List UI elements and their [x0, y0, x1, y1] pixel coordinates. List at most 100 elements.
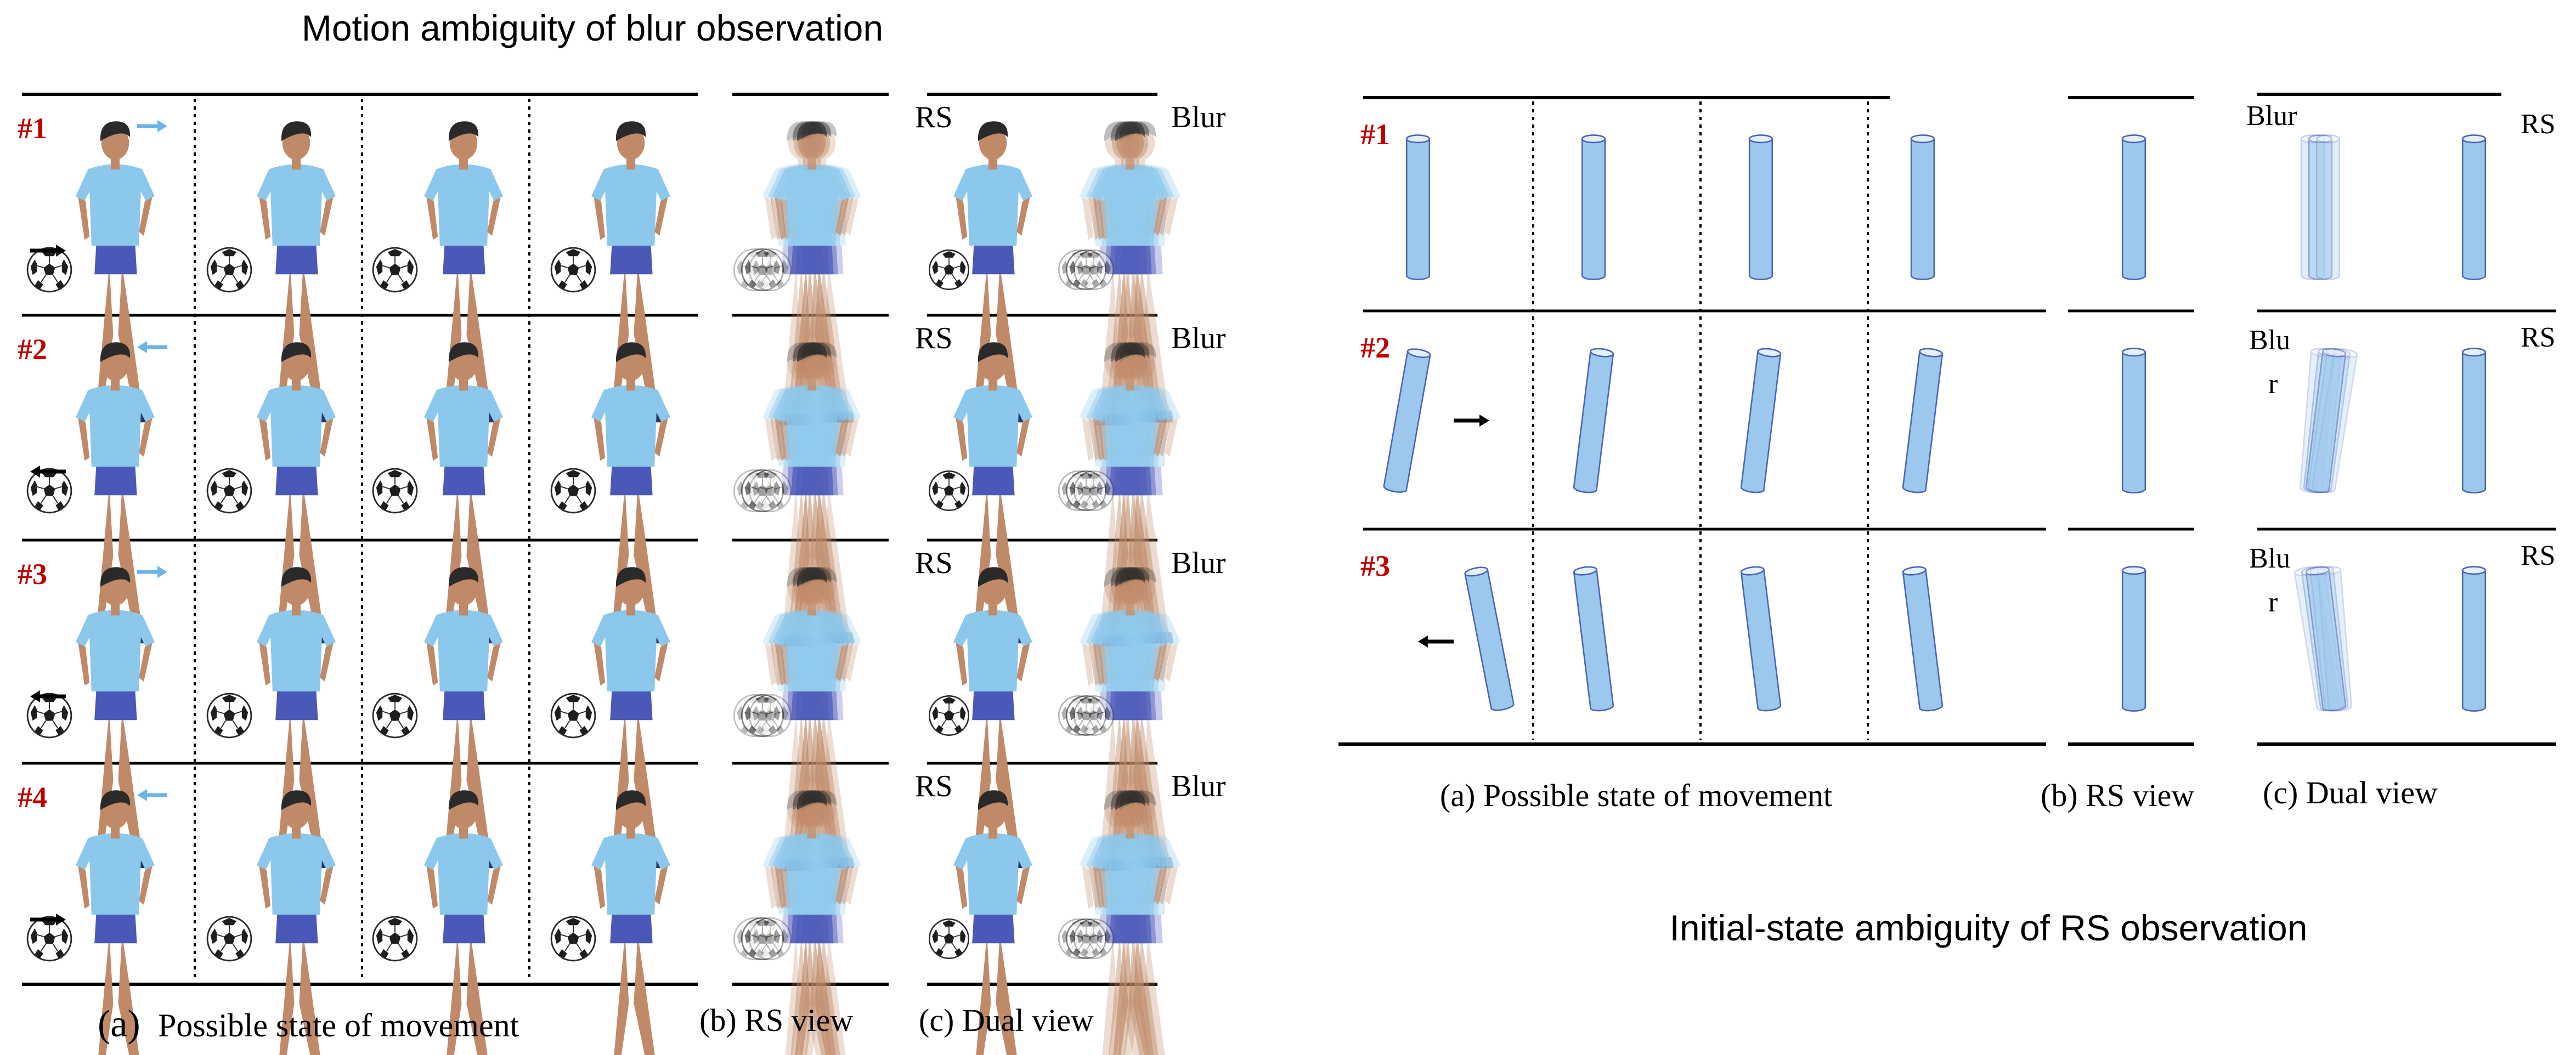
right-caption-c: (c) Dual view — [2263, 775, 2438, 810]
dual-blur-cylinder — [2315, 134, 2341, 280]
soccer-ball — [206, 916, 252, 962]
dual-rs-ball — [929, 695, 969, 736]
left-rows: #1 RS Blur #2 RS Blur #3 RS Blur #4 RS Blur — [18, 100, 1226, 1055]
cylinder — [1382, 347, 1432, 495]
cylinder — [1748, 134, 1773, 280]
left-title: Motion ambiguity of blur observation — [302, 8, 883, 48]
soccer-ball — [550, 468, 596, 514]
rs-soccer-ball — [748, 469, 792, 513]
soccer-ball — [550, 916, 596, 962]
soccer-ball — [206, 468, 252, 514]
dual-rs-label: RS — [2521, 109, 2556, 140]
dual-rs-label: RS — [2521, 540, 2556, 571]
dual-blur-label-cont: r — [2268, 587, 2278, 618]
soccer-ball — [206, 247, 252, 293]
cylinder — [1740, 347, 1782, 495]
dual-blur-label: Blur — [1171, 769, 1226, 803]
left-caption-a: Possible state of movement — [158, 1007, 519, 1043]
dual-rs-cylinder — [2461, 566, 2487, 712]
left-caption-c: (c) Dual view — [919, 1002, 1094, 1038]
cylinder — [1464, 565, 1515, 713]
cylinder — [1902, 565, 1944, 713]
row-label: #2 — [1360, 331, 1390, 364]
person-direction-arrow — [137, 120, 167, 132]
dual-blur-ball — [1074, 918, 1114, 959]
row-label: #1 — [1360, 118, 1390, 151]
person-direction-arrow — [137, 566, 167, 578]
row-label: #4 — [18, 781, 47, 814]
dual-blur-label-cont: r — [2268, 368, 2278, 400]
cylinder — [1573, 347, 1614, 495]
soccer-ball — [26, 916, 72, 962]
cylinder — [1573, 565, 1614, 713]
row-label: #1 — [18, 112, 47, 145]
dual-rs-ball — [929, 470, 969, 511]
right-caption-a: (a) Possible state of movement — [1440, 778, 1832, 813]
soccer-ball — [372, 916, 418, 962]
left-caption-b: (b) RS view — [699, 1002, 853, 1038]
dual-blur-label: Blur — [1171, 321, 1226, 355]
row-label: #2 — [18, 333, 47, 366]
dual-rs-ball — [929, 249, 969, 290]
right-row: #3 Blu r RS — [1360, 540, 2556, 713]
right-grid — [1338, 93, 2556, 746]
right-title: Initial-state ambiguity of RS observatio… — [1670, 907, 2308, 948]
ball-direction-arrow — [30, 245, 66, 257]
rs-soccer-ball — [748, 694, 792, 738]
cylinder-direction-arrow — [1418, 636, 1454, 648]
cylinder — [1581, 134, 1606, 280]
cylinder-direction-arrow — [1454, 415, 1489, 427]
dual-blur-ball — [1074, 249, 1114, 290]
dual-blur-ball — [1074, 695, 1114, 736]
ball-direction-arrow — [30, 466, 66, 478]
left-caption-a-prefix: (a) — [98, 1003, 140, 1045]
dual-rs-cylinder — [2461, 348, 2487, 494]
ball-direction-arrow — [30, 914, 66, 926]
right-row: #2 Blu r RS — [1360, 322, 2556, 495]
dual-rs-label: RS — [915, 769, 953, 803]
cylinder — [1902, 347, 1944, 495]
soccer-ball — [26, 247, 72, 293]
soccer-ball — [550, 247, 596, 293]
rs-cylinder — [2121, 134, 2146, 280]
ball-direction-arrow — [30, 690, 66, 702]
person-direction-arrow — [137, 789, 167, 801]
row-label: #3 — [1360, 549, 1390, 582]
cylinder — [1740, 565, 1782, 713]
person-direction-arrow — [137, 341, 167, 353]
dual-rs-label: RS — [2521, 322, 2556, 353]
dual-blur-label: Blu — [2249, 543, 2290, 574]
dual-rs-cylinder — [2461, 134, 2487, 280]
soccer-ball — [372, 247, 418, 293]
dual-blur-label: Blur — [1171, 100, 1226, 134]
cylinder — [1910, 134, 1935, 280]
dual-blur-label: Blu — [2249, 325, 2290, 356]
left-row: #3 RS Blur — [18, 546, 1226, 871]
cylinder — [1405, 134, 1431, 280]
left-row: #2 RS Blur — [18, 321, 1226, 646]
soccer-ball — [550, 693, 596, 739]
left-row: #1 RS Blur — [18, 100, 1226, 426]
soccer-ball — [372, 468, 418, 514]
soccer-ball — [26, 468, 72, 514]
rs-soccer-ball — [748, 917, 792, 961]
rs-cylinder — [2121, 348, 2146, 494]
soccer-ball — [26, 693, 72, 739]
person-figure — [591, 790, 670, 1055]
dual-rs-ball — [929, 918, 969, 959]
rs-cylinder — [2121, 566, 2146, 712]
soccer-ball — [206, 693, 252, 739]
soccer-ball — [372, 693, 418, 739]
right-caption-b: (b) RS view — [2041, 778, 2194, 813]
dual-blur-ball — [1074, 470, 1114, 511]
dual-blur-label: Blur — [2246, 100, 2297, 132]
left-row: #4 RS Blur — [18, 769, 1226, 1055]
right-row: #1 Blur RS — [1360, 100, 2556, 280]
dual-rs-label: RS — [915, 100, 953, 134]
dual-rs-label: RS — [915, 546, 953, 580]
rs-soccer-ball — [748, 248, 792, 292]
row-label: #3 — [18, 558, 47, 591]
dual-rs-label: RS — [915, 321, 953, 355]
